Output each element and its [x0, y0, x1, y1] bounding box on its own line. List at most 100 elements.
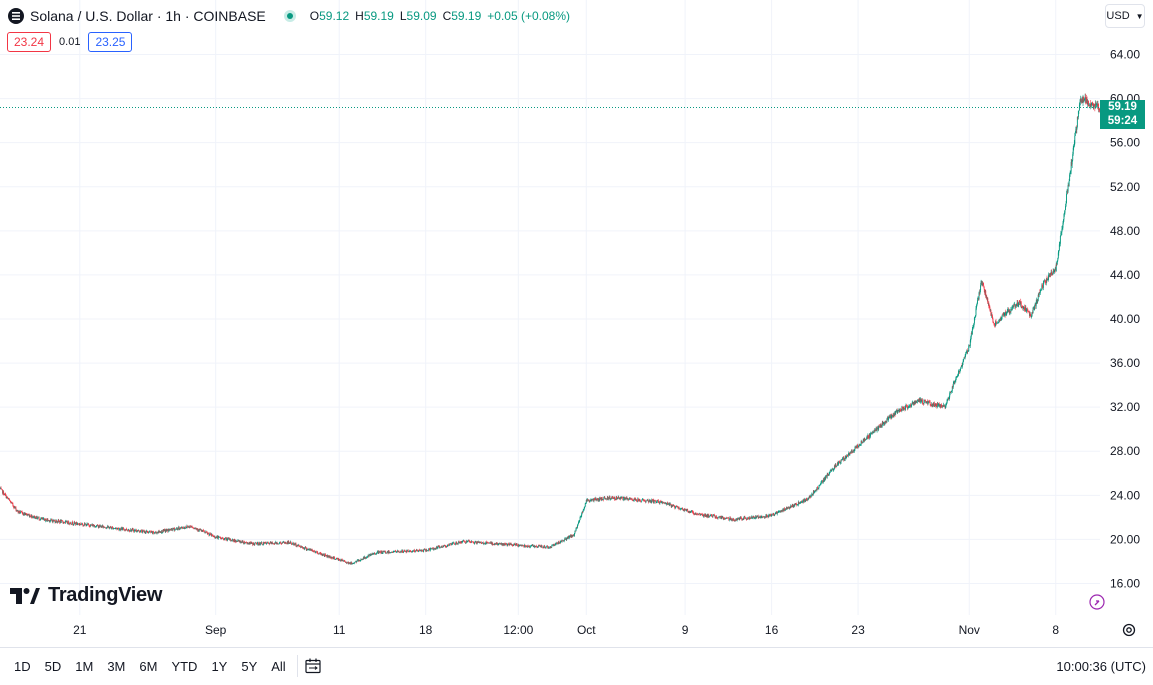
- gear-icon[interactable]: [1121, 622, 1137, 638]
- candle-body: [746, 518, 748, 520]
- candle-body: [502, 543, 504, 546]
- candle-body: [824, 477, 826, 479]
- candle-body: [837, 462, 839, 465]
- candle-body: [182, 527, 184, 529]
- time-axis[interactable]: 21 Sep 11 18 12:00 Oct 9 16 23 Nov 8: [73, 623, 1059, 637]
- candle-body: [813, 491, 815, 493]
- candle-body: [372, 554, 374, 555]
- range-1y-button[interactable]: 1Y: [211, 658, 228, 674]
- candle-body: [430, 548, 432, 549]
- price-chart[interactable]: 16.0020.0024.0028.0032.0036.0040.0044.00…: [0, 0, 1153, 647]
- candle-body: [158, 530, 160, 533]
- symbol-title[interactable]: Solana / U.S. Dollar · 1h · COINBASE: [30, 8, 266, 24]
- candle-body: [106, 527, 108, 529]
- candle-body: [462, 540, 464, 542]
- candle-body: [219, 537, 221, 539]
- candle-body: [583, 509, 585, 511]
- calendar-goto-icon[interactable]: [304, 657, 322, 675]
- candle-body: [180, 527, 182, 528]
- candle-body: [531, 544, 533, 546]
- price-axis[interactable]: 16.0020.0024.0028.0032.0036.0040.0044.00…: [1110, 48, 1140, 591]
- candle-body: [295, 543, 297, 547]
- candle-body: [750, 517, 752, 519]
- candle-body: [341, 559, 343, 561]
- candle-body: [816, 487, 818, 490]
- candle-body: [662, 502, 664, 504]
- candle-body: [303, 547, 305, 550]
- candle-body: [506, 543, 508, 546]
- candle-body: [817, 488, 819, 489]
- candle-body: [441, 546, 443, 547]
- candle-body: [1043, 280, 1045, 282]
- candle-body: [525, 545, 526, 547]
- candle-body: [1092, 104, 1094, 106]
- range-all-button[interactable]: All: [271, 658, 286, 674]
- candle-body: [611, 496, 613, 499]
- candle-body: [925, 401, 927, 404]
- event-marker-icon[interactable]: [1089, 594, 1105, 610]
- candle-body: [923, 399, 925, 404]
- candle-body: [584, 506, 586, 508]
- candle-body: [451, 543, 453, 545]
- candle-body: [582, 510, 584, 513]
- candle-body: [926, 401, 928, 403]
- candle-body: [708, 514, 710, 517]
- candle-body: [957, 375, 959, 377]
- candle-body: [763, 516, 765, 518]
- candle-body: [295, 543, 296, 545]
- range-1d-button[interactable]: 1D: [14, 658, 31, 674]
- candle-body: [127, 530, 129, 531]
- candle-body: [849, 453, 851, 454]
- candle-body: [241, 540, 243, 542]
- tradingview-logo[interactable]: TradingView: [10, 584, 162, 607]
- candle-body: [1071, 162, 1073, 165]
- utc-clock[interactable]: 10:00:36 (UTC): [1056, 658, 1146, 674]
- candle-body: [935, 403, 937, 406]
- candle-body: [389, 552, 391, 554]
- candle-body: [476, 541, 478, 544]
- candle-body: [555, 543, 557, 544]
- candle-body: [10, 502, 12, 504]
- candle-body: [1067, 190, 1069, 192]
- candle-body: [231, 540, 233, 541]
- candle-body: [1035, 301, 1037, 307]
- candle-body: [863, 439, 865, 442]
- candle-body: [150, 531, 152, 533]
- sell-price-button[interactable]: 23.24: [7, 32, 52, 52]
- candle-body: [606, 496, 608, 500]
- candle-body: [146, 530, 148, 533]
- candle-body: [780, 510, 782, 512]
- candle-body: [107, 525, 109, 528]
- candle-body: [437, 547, 438, 549]
- candle-body: [797, 504, 799, 506]
- range-5y-button[interactable]: 5Y: [241, 658, 258, 674]
- candle-body: [1063, 219, 1064, 223]
- candle-body: [953, 382, 955, 384]
- candle-body: [770, 514, 772, 516]
- range-ytd-button[interactable]: YTD: [171, 658, 198, 674]
- range-5d-button[interactable]: 5D: [44, 658, 62, 674]
- candle-body: [61, 520, 63, 521]
- candle-body: [80, 524, 82, 525]
- candle-body: [7, 498, 9, 500]
- candle-body: [538, 545, 540, 547]
- candle-body: [261, 542, 263, 545]
- range-3m-button[interactable]: 3M: [107, 658, 126, 674]
- candle-body: [332, 557, 333, 558]
- candle-body: [356, 561, 358, 563]
- currency-select[interactable]: USD ▼: [1105, 4, 1145, 28]
- candle-body: [613, 498, 615, 499]
- candle-body: [153, 532, 155, 534]
- candle-body: [587, 500, 589, 501]
- candle-body: [929, 402, 931, 405]
- candle-body: [918, 399, 920, 401]
- buy-price-button[interactable]: 23.25: [88, 32, 133, 52]
- range-6m-button[interactable]: 6M: [139, 658, 158, 674]
- range-1m-button[interactable]: 1M: [75, 658, 94, 674]
- candle-body: [340, 559, 342, 561]
- candle-body: [996, 322, 997, 324]
- candle-body: [131, 529, 133, 531]
- candle-body: [272, 543, 274, 544]
- candle-body: [894, 412, 896, 416]
- candle-body: [976, 303, 978, 306]
